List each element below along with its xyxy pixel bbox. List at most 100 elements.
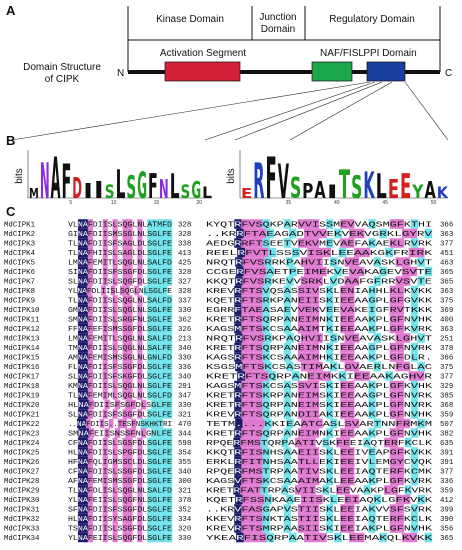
residue-shade <box>255 314 263 324</box>
residue-shade <box>112 466 118 476</box>
residue-shade <box>379 532 387 543</box>
residue-shade <box>248 513 256 524</box>
residue-shade <box>396 238 404 248</box>
residue-shade <box>152 456 158 467</box>
residue-shade <box>396 352 404 362</box>
residue-shade <box>351 418 360 429</box>
residue-shade <box>264 257 272 267</box>
residue-shade <box>255 285 263 296</box>
residue-shade <box>410 447 419 457</box>
residue-shade <box>384 437 392 448</box>
residue-shade <box>311 456 320 467</box>
residue-shade <box>112 532 118 543</box>
residue-shade <box>247 437 255 448</box>
residue-shade <box>249 361 258 372</box>
residue-shade <box>340 466 348 476</box>
residue-shade <box>326 219 334 229</box>
sequence: CFNAFDIISLSSGFDLSGLFE <box>68 469 173 477</box>
residue-shade <box>82 295 89 305</box>
sequence: HLNAFDIISFSGFDLSGLFE <box>68 402 173 410</box>
residue-shade <box>157 371 163 381</box>
residue-shade <box>308 276 316 286</box>
residue-shade <box>87 371 93 381</box>
sequence: SMNAFDIISLSRGFNLSGLFE <box>68 317 173 325</box>
residue-shade <box>248 523 256 533</box>
residue-shade <box>395 276 404 286</box>
residue-shade <box>340 238 348 248</box>
residue-shade <box>347 295 355 305</box>
residue-shade <box>122 485 128 495</box>
kinase-domain: Kinase Domain <box>156 14 224 25</box>
sequence-name: MdCIPK28 <box>4 478 39 486</box>
sequence: HLNAFDIISYSAGFDLSGLFE <box>68 516 173 524</box>
residue-shade <box>347 219 355 229</box>
residue-shade <box>137 342 143 353</box>
sequence: TLNAFDIISLSQGLNLSALFD <box>68 298 173 306</box>
residue-shade <box>351 333 360 343</box>
residue-shade <box>297 428 306 438</box>
sequence-name: MdCIPK25 <box>4 450 39 458</box>
residue-shade <box>408 247 417 258</box>
residue-shade <box>122 418 127 429</box>
residue-shade <box>102 333 108 343</box>
residue-shade <box>395 418 404 429</box>
residue-shade <box>241 399 249 410</box>
residue-shade <box>112 219 118 229</box>
residue-shade <box>304 304 313 315</box>
residue-shade <box>152 352 158 362</box>
residue-shade <box>288 532 297 543</box>
residue-shade <box>340 352 348 362</box>
residue-shade <box>311 523 320 533</box>
residue-shade <box>234 304 242 315</box>
residue-shade <box>127 466 133 476</box>
residue-shade <box>283 513 291 524</box>
residue-shade <box>131 418 137 429</box>
residue-shade <box>147 409 153 419</box>
residue-shade <box>242 418 250 429</box>
residue-shade <box>368 342 376 353</box>
junction-domain-line: Junction <box>259 12 296 23</box>
residue-shade <box>237 247 246 258</box>
residue-shade <box>127 523 133 533</box>
residue-shade <box>368 428 376 438</box>
residue-shade <box>152 333 158 343</box>
residue-shade <box>162 504 168 514</box>
residue-shade <box>262 409 270 419</box>
residue-shade <box>235 418 243 429</box>
residue-shade <box>122 513 128 524</box>
residue-shade <box>322 437 330 448</box>
residue-shade <box>167 532 173 543</box>
residue-shade <box>283 409 291 419</box>
residue-shade <box>114 399 121 410</box>
residue-shade <box>147 219 153 229</box>
residue-shade <box>297 504 306 514</box>
residue-shade <box>248 295 256 305</box>
residue-shade <box>255 466 263 476</box>
residue-shade <box>410 380 419 391</box>
residue-shade <box>347 428 355 438</box>
residue-shade <box>122 494 128 505</box>
residue-shade <box>77 352 84 362</box>
residue-shade <box>297 409 306 419</box>
residue-number: 340 <box>178 345 191 353</box>
residue-shade <box>137 494 143 505</box>
logo-letters: ERFVSPAITSKLEEYAK <box>241 146 449 212</box>
residue-shade <box>77 456 84 467</box>
residue-shade <box>390 437 398 448</box>
domain-brackets <box>127 6 441 72</box>
residue-shade <box>390 485 398 495</box>
residue-shade <box>88 428 95 438</box>
residue-shade <box>122 532 128 543</box>
residue-shade <box>157 409 163 419</box>
structure-label-line: Domain Structure <box>23 62 101 73</box>
residue-shade <box>404 485 412 495</box>
residue-number: 382 <box>440 431 453 439</box>
residue-shade <box>257 418 265 429</box>
residue-shade <box>396 475 404 486</box>
residue-shade <box>283 380 291 391</box>
residue-shade <box>416 371 425 381</box>
residue-shade <box>241 456 249 467</box>
residue-shade <box>241 342 249 353</box>
residue-shade <box>242 257 250 267</box>
residue-shade <box>340 295 348 305</box>
